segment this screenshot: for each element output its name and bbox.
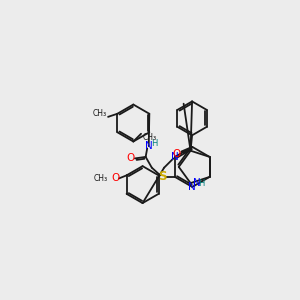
Text: H: H — [198, 178, 205, 188]
Text: O: O — [172, 149, 180, 159]
Text: CH₃: CH₃ — [92, 109, 106, 118]
Text: N: N — [145, 141, 153, 151]
Text: H: H — [151, 139, 157, 148]
Text: N: N — [171, 152, 179, 162]
Text: CH₃: CH₃ — [142, 133, 157, 142]
Text: O: O — [126, 153, 134, 164]
Text: S: S — [158, 170, 167, 183]
Text: CH₃: CH₃ — [94, 174, 108, 183]
Text: N: N — [188, 182, 196, 192]
Text: N: N — [193, 178, 201, 188]
Text: O: O — [111, 173, 119, 184]
